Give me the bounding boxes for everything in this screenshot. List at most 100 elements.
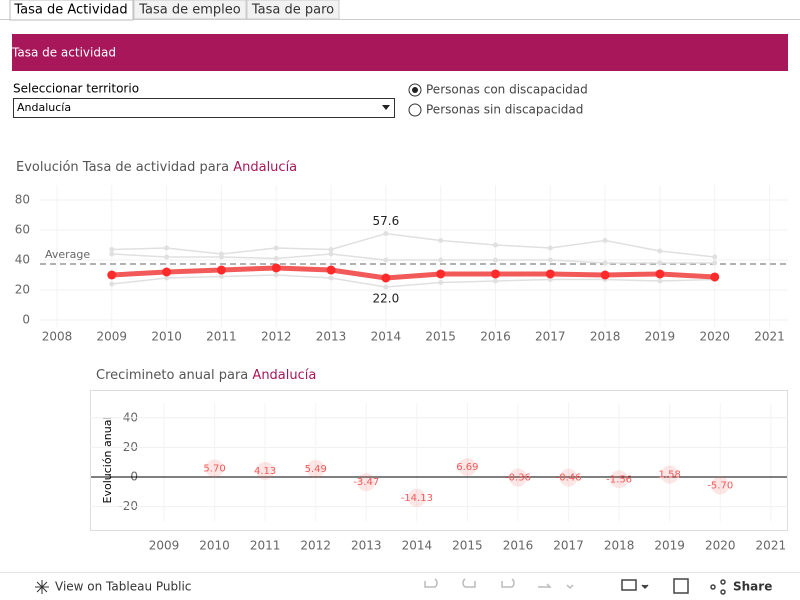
chart-title-territory: Andalucía <box>252 368 316 383</box>
data-point <box>328 251 334 257</box>
x-tick-label: 2014 <box>402 539 433 553</box>
data-point <box>164 254 170 260</box>
value-label: -3.47 <box>353 477 379 488</box>
toolbar-icons <box>424 578 574 590</box>
data-point <box>438 257 444 263</box>
value-label: -1.56 <box>606 474 632 485</box>
data-point <box>218 274 224 279</box>
radio-dot[interactable] <box>412 87 418 93</box>
data-point <box>458 458 477 477</box>
tab[interactable] <box>246 0 340 20</box>
y-tick-label: 60 <box>15 223 30 237</box>
y-tick-label: 20 <box>15 283 30 297</box>
dropdown[interactable] <box>13 98 395 118</box>
x-tick-label: 2016 <box>480 330 511 344</box>
header-bar <box>12 34 788 71</box>
data-point <box>602 260 608 266</box>
x-tick-label: 2018 <box>604 539 635 553</box>
series-line <box>111 265 715 281</box>
footer-link[interactable]: View on Tableau Public <box>55 580 191 594</box>
data-point <box>164 245 170 251</box>
series-line <box>111 232 715 258</box>
data-point <box>657 260 663 266</box>
data-point <box>508 468 527 487</box>
value-label: 5.49 <box>305 464 327 475</box>
data-point <box>328 275 334 281</box>
data-point <box>660 465 679 484</box>
data-point <box>383 231 389 237</box>
tab-label[interactable]: Tasa de Actividad <box>13 3 127 18</box>
chart-title: Crecimineto anual para Andalucía <box>96 368 316 383</box>
data-point <box>547 245 553 251</box>
x-tick-label: 2010 <box>151 330 182 344</box>
chart-title-territory: Andalucía <box>233 160 297 175</box>
tableau-icon <box>35 580 49 594</box>
header-title: Tasa de actividad <box>11 46 116 60</box>
x-tick-label: 2018 <box>590 330 621 344</box>
tab[interactable] <box>9 0 134 21</box>
data-point <box>109 247 115 252</box>
radio-label[interactable]: Personas con discapacidad <box>426 83 588 97</box>
y-tick-label: 40 <box>15 253 30 267</box>
value-label: -0.46 <box>556 473 582 484</box>
toolbar-icons[interactable] <box>621 578 726 595</box>
x-tick-label: 2016 <box>503 539 534 553</box>
data-point <box>492 278 498 284</box>
x-tick-label: 2009 <box>149 539 180 553</box>
series-line <box>111 274 715 288</box>
data-point <box>328 247 334 252</box>
tab-label[interactable]: Tasa de paro <box>251 3 334 18</box>
tab-label[interactable]: Tasa de empleo <box>138 3 241 18</box>
data-point <box>109 281 115 287</box>
data-point <box>492 242 498 248</box>
x-tick-label: 2020 <box>705 539 736 553</box>
x-tick-label: 2011 <box>250 539 281 553</box>
x-tick-label: 2021 <box>756 539 787 553</box>
x-tick-label: 2019 <box>654 539 685 553</box>
dropdown-value[interactable]: Andalucía <box>17 101 71 114</box>
x-tick-label: 2020 <box>699 330 730 344</box>
dropdown-arrow[interactable] <box>382 105 390 110</box>
plot-frame <box>90 390 788 531</box>
data-point <box>381 273 391 283</box>
value-label: 4.13 <box>254 466 276 477</box>
x-tick-label: 2012 <box>261 330 292 344</box>
tab[interactable] <box>133 0 247 20</box>
x-tick-label: 2012 <box>300 539 331 553</box>
data-point <box>273 245 279 251</box>
data-point <box>256 461 275 480</box>
annotation: 57.6 <box>372 214 399 228</box>
data-point <box>164 275 170 281</box>
radio[interactable] <box>408 103 422 117</box>
data-point <box>357 473 376 492</box>
data-point <box>271 263 281 273</box>
reference-label: Average <box>45 248 90 261</box>
x-tick-label: 2015 <box>425 330 456 344</box>
data-point <box>436 269 446 279</box>
x-tick-label: 2011 <box>206 330 237 344</box>
data-point <box>438 280 444 285</box>
x-tick-label: 2009 <box>97 330 128 344</box>
x-tick-label: 2008 <box>42 330 73 344</box>
radio-label[interactable]: Personas sin discapacidad <box>426 103 583 117</box>
x-tick-label: 2015 <box>452 539 483 553</box>
data-point <box>655 269 665 279</box>
chart-title-text: Crecimineto anual para <box>96 368 248 383</box>
data-point <box>657 278 663 284</box>
share-button[interactable]: Share <box>733 580 772 594</box>
x-tick-label: 2019 <box>645 330 676 344</box>
chart-title: Evolución Tasa de actividad para Andaluc… <box>16 160 297 175</box>
value-label: 6.69 <box>456 462 478 473</box>
annotation: 22.0 <box>372 292 399 306</box>
data-point <box>712 260 718 266</box>
y-tick-label: 80 <box>15 193 30 207</box>
data-point <box>545 269 555 279</box>
x-tick-label: 2021 <box>754 330 785 344</box>
data-point <box>306 459 325 478</box>
data-point <box>109 251 115 257</box>
x-tick-label: 2013 <box>316 330 347 344</box>
x-tick-label: 2013 <box>351 539 382 553</box>
data-point <box>600 270 610 280</box>
data-point <box>383 284 389 290</box>
